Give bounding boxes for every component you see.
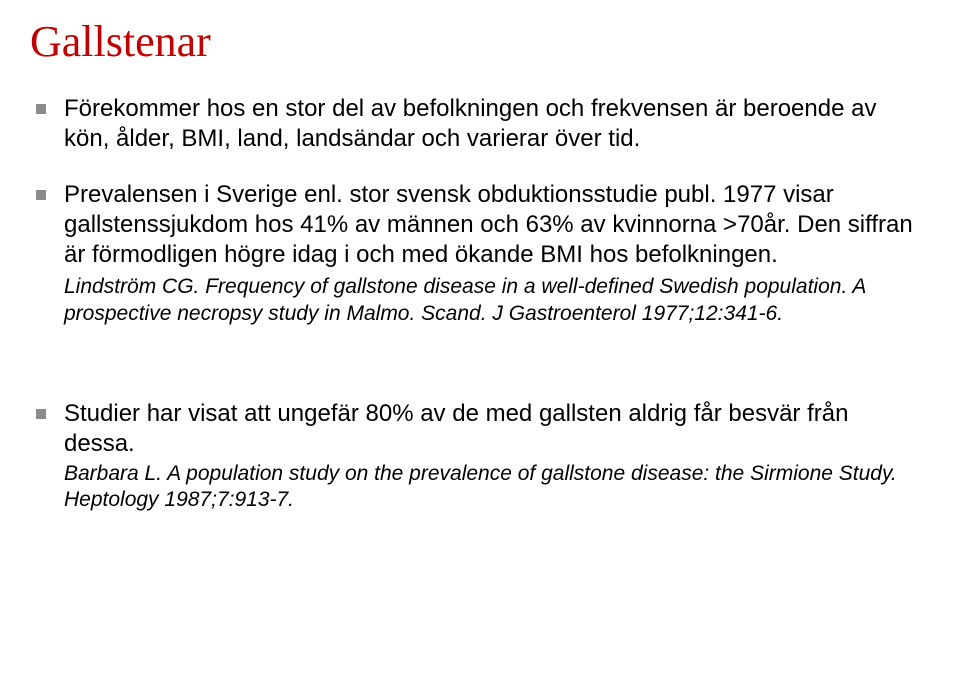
citation-text: Lindström CG. Frequency of gallstone dis… xyxy=(64,274,920,327)
bullet-item: Förekommer hos en stor del av befolkning… xyxy=(30,94,920,154)
bullet-text: Förekommer hos en stor del av befolkning… xyxy=(64,95,876,152)
citation-text: Barbara L. A population study on the pre… xyxy=(64,461,920,514)
bullet-list: Förekommer hos en stor del av befolkning… xyxy=(30,94,920,513)
bullet-text: Studier har visat att ungefär 80% av de … xyxy=(64,400,848,457)
bullet-item: Studier har visat att ungefär 80% av de … xyxy=(30,399,920,514)
bullet-text: Prevalensen i Sverige enl. stor svensk o… xyxy=(64,181,913,268)
slide: Gallstenar Förekommer hos en stor del av… xyxy=(0,0,960,691)
citation-line: Heptology 1987;7:913-7. xyxy=(64,487,920,513)
bullet-item: Prevalensen i Sverige enl. stor svensk o… xyxy=(30,180,920,327)
slide-title: Gallstenar xyxy=(30,18,920,66)
citation-line: Barbara L. A population study on the pre… xyxy=(64,461,920,487)
spacer xyxy=(30,353,920,399)
